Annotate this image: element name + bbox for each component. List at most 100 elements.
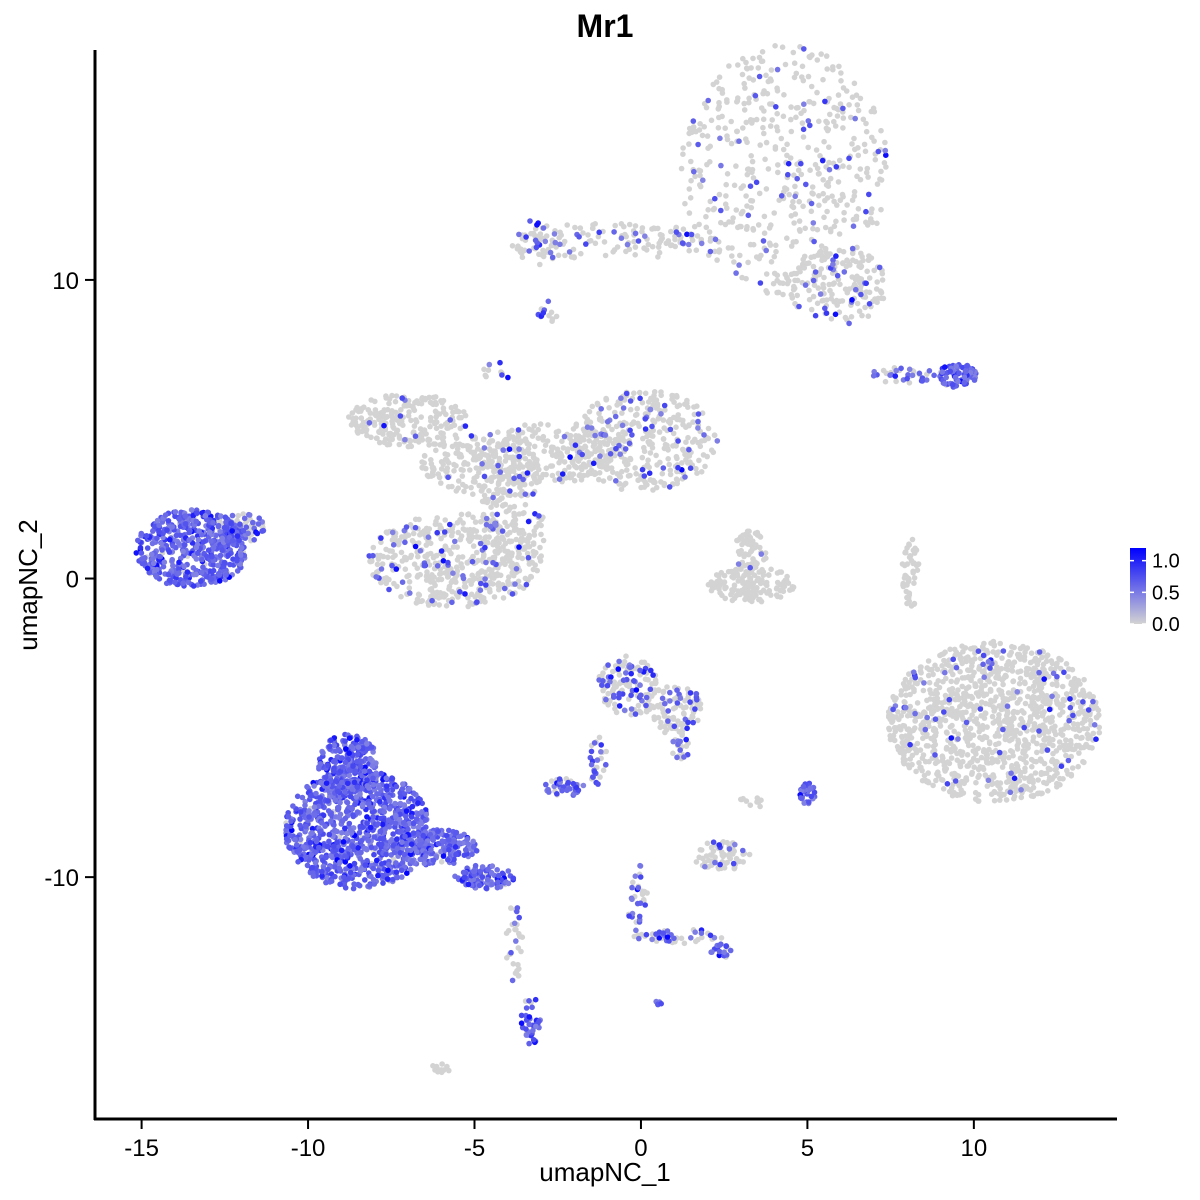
cell-point xyxy=(768,67,775,73)
cell-point xyxy=(414,565,421,571)
cell-point xyxy=(946,788,953,795)
cell-point xyxy=(1021,679,1028,685)
cell-point xyxy=(476,482,483,489)
expressing-cell-point xyxy=(679,240,686,246)
cell-point xyxy=(560,445,567,451)
cell-point xyxy=(537,544,543,551)
cell-point xyxy=(481,527,488,533)
cell-point xyxy=(612,222,618,229)
cell-point xyxy=(655,714,662,721)
cell-point xyxy=(458,466,465,473)
cell-point xyxy=(666,461,672,468)
cell-point xyxy=(1014,709,1021,716)
cell-point xyxy=(678,935,685,942)
cell-point xyxy=(1064,767,1070,774)
cell-point xyxy=(818,252,825,259)
cell-point xyxy=(882,139,888,146)
cell-point xyxy=(816,202,822,209)
cell-point xyxy=(775,289,782,296)
cell-point xyxy=(642,676,649,682)
cell-point xyxy=(792,183,798,190)
cell-point xyxy=(796,198,802,205)
cell-point xyxy=(933,681,940,687)
cell-point xyxy=(934,666,941,673)
cell-point xyxy=(799,63,806,70)
cell-point xyxy=(811,282,818,289)
cell-point xyxy=(683,439,689,446)
cell-point xyxy=(973,751,979,757)
cell-point xyxy=(373,569,380,575)
cell-point xyxy=(939,758,946,764)
expressing-cell-point xyxy=(557,241,563,248)
cell-point xyxy=(693,859,700,865)
expressing-cell-point xyxy=(785,160,792,167)
cell-point xyxy=(766,572,772,578)
cell-point xyxy=(717,590,723,596)
cell-point xyxy=(846,102,852,108)
cell-point xyxy=(1095,707,1102,713)
cell-point xyxy=(784,280,791,287)
cell-point xyxy=(557,229,563,236)
cell-point xyxy=(423,431,429,437)
cell-point xyxy=(848,314,855,320)
cell-point xyxy=(453,463,459,469)
cell-point xyxy=(943,746,950,752)
cell-point xyxy=(438,859,445,865)
expressing-cell-point xyxy=(687,465,694,472)
expressing-cell-point xyxy=(483,559,489,566)
cell-point xyxy=(1073,733,1080,740)
expressing-cell-point xyxy=(641,473,648,479)
cell-point xyxy=(916,760,922,766)
cell-point xyxy=(627,456,634,463)
expressing-cell-point xyxy=(223,519,229,525)
expressing-cell-point xyxy=(675,438,681,444)
expressing-cell-point xyxy=(474,599,480,605)
cell-point xyxy=(991,643,997,649)
cell-point xyxy=(680,446,686,453)
cell-point xyxy=(1000,695,1006,702)
cell-point xyxy=(1049,681,1056,688)
cell-point xyxy=(457,425,464,432)
expressing-cell-point xyxy=(421,562,428,569)
cell-point xyxy=(507,492,513,499)
cell-point xyxy=(522,436,529,442)
cell-point xyxy=(513,536,520,543)
cell-point xyxy=(815,285,822,291)
cell-point xyxy=(503,508,510,515)
cell-point xyxy=(872,156,879,163)
cell-point xyxy=(873,286,880,292)
cell-point xyxy=(824,195,831,201)
cell-point xyxy=(1036,705,1042,712)
cell-point xyxy=(757,544,763,551)
cell-point xyxy=(659,706,666,713)
cell-point xyxy=(510,466,517,473)
cell-point xyxy=(978,684,985,691)
cell-point xyxy=(1053,681,1060,687)
expressing-cell-point xyxy=(188,507,195,513)
cell-point xyxy=(990,638,997,645)
cell-point xyxy=(348,422,355,428)
expressing-cell-point xyxy=(620,405,627,411)
cell-point xyxy=(965,667,971,673)
cell-point xyxy=(448,532,455,539)
expressing-cell-point xyxy=(505,374,511,381)
cell-point xyxy=(1037,756,1044,762)
cell-point xyxy=(670,430,677,437)
cell-point xyxy=(600,478,607,484)
cell-point xyxy=(902,683,908,689)
expressing-cell-point xyxy=(530,491,536,497)
expressing-cell-point xyxy=(199,556,205,563)
cell-point xyxy=(600,687,606,694)
cell-point xyxy=(729,253,735,259)
cell-point xyxy=(763,139,770,146)
expressing-cell-point xyxy=(964,362,971,369)
cell-point xyxy=(883,164,889,170)
cell-point xyxy=(1017,675,1024,682)
cell-point xyxy=(904,726,911,733)
cell-point xyxy=(719,113,725,120)
cell-point xyxy=(1076,692,1083,698)
chart-title: Mr1 xyxy=(577,8,634,44)
expressing-cell-point xyxy=(133,550,140,556)
cell-point xyxy=(793,270,800,277)
cell-point xyxy=(482,569,488,576)
